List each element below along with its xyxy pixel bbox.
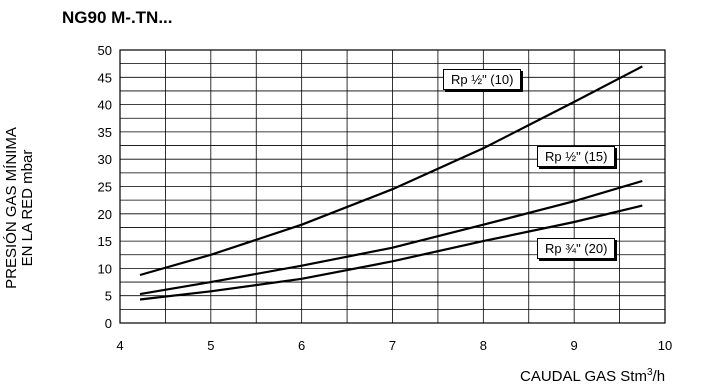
y-tick-label: 40 [98,98,112,113]
x-tick-label: 6 [298,338,305,353]
x-axis-label-main: CAUDAL GAS Stm [520,368,647,385]
x-tick-label: 10 [658,338,672,353]
y-tick-label: 0 [105,316,112,331]
legend-text-series-2: Rp ½" (15) [545,149,608,164]
legend-text-series-3: Rp ¾" (20) [545,241,608,256]
y-tick-label: 25 [98,180,112,195]
x-tick-label: 4 [116,338,123,353]
y-tick-label: 10 [98,261,112,276]
y-tick-label: 35 [98,125,112,140]
series-line-2 [139,179,643,296]
series-line-1 [139,65,643,277]
series-line-3 [139,204,643,301]
y-tick-label: 5 [105,289,112,304]
legend-text-series-1: Rp ½" (10) [451,72,514,87]
x-tick-label: 8 [480,338,487,353]
x-tick-label: 9 [571,338,578,353]
x-axis-label: CAUDAL GAS Stm3/h [520,367,666,386]
y-tick-label: 15 [98,234,112,249]
legend-label-series-2: Rp ½" (15) [537,146,616,167]
chart-title: NG90 M-.TN... [62,8,173,27]
y-tick-label: 30 [98,152,112,167]
plot-frame [119,49,666,324]
y-tick-label: 45 [98,70,112,85]
legend-label-series-1: Rp ½" (10) [443,69,522,90]
x-axis-label-tail: /h [652,368,666,385]
y-tick-label: 50 [98,43,112,58]
x-tick-label: 5 [207,338,214,353]
legend-label-series-3: Rp ¾" (20) [537,238,616,259]
y-tick-label: 20 [98,207,112,222]
x-axis-label-sup: 3 [646,367,653,378]
x-tick-label: 7 [389,338,396,353]
